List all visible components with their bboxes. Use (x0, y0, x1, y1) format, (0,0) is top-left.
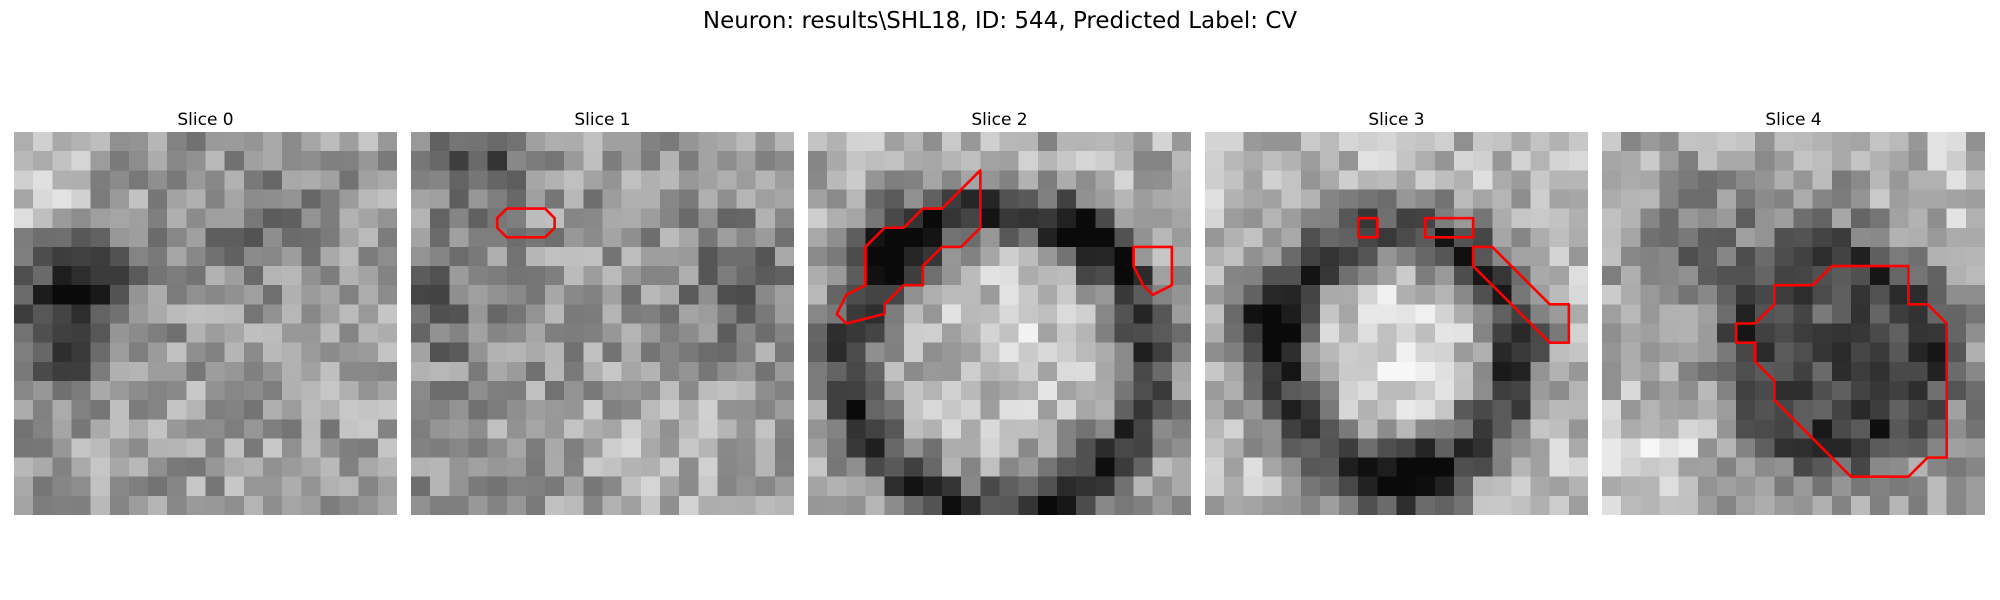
figure-title: Neuron: results\SHL18, ID: 544, Predicte… (702, 8, 1298, 34)
slice-title: Slice 0 (177, 110, 234, 130)
slice-title: Slice 1 (574, 110, 631, 130)
slice-title: Slice 2 (971, 110, 1028, 130)
roi-outline (1473, 247, 1569, 343)
pixel-grid (1602, 132, 1985, 515)
slice-image (14, 132, 397, 515)
slice-image (1602, 132, 1985, 515)
roi-outline (1358, 218, 1377, 237)
slice-image (411, 132, 794, 515)
slice-image (808, 132, 1191, 515)
slice-panel-1: Slice 1 (411, 108, 794, 515)
roi-outline (1134, 247, 1172, 295)
roi-outline (837, 170, 981, 323)
slice-panel-2: Slice 2 (808, 108, 1191, 515)
pixel-grid (14, 132, 397, 515)
slice-title: Slice 4 (1765, 110, 1822, 130)
roi-outline (1425, 218, 1473, 237)
roi-outline (1736, 266, 1947, 477)
slice-panel-4: Slice 4 (1602, 108, 1985, 515)
roi-outline (497, 209, 554, 238)
pixel-grid (411, 132, 794, 515)
slice-panel-0: Slice 0 (14, 108, 397, 515)
pixel-grid (808, 132, 1191, 515)
slice-panel-3: Slice 3 (1205, 108, 1588, 515)
slice-image (1205, 132, 1588, 515)
slice-title: Slice 3 (1368, 110, 1425, 130)
